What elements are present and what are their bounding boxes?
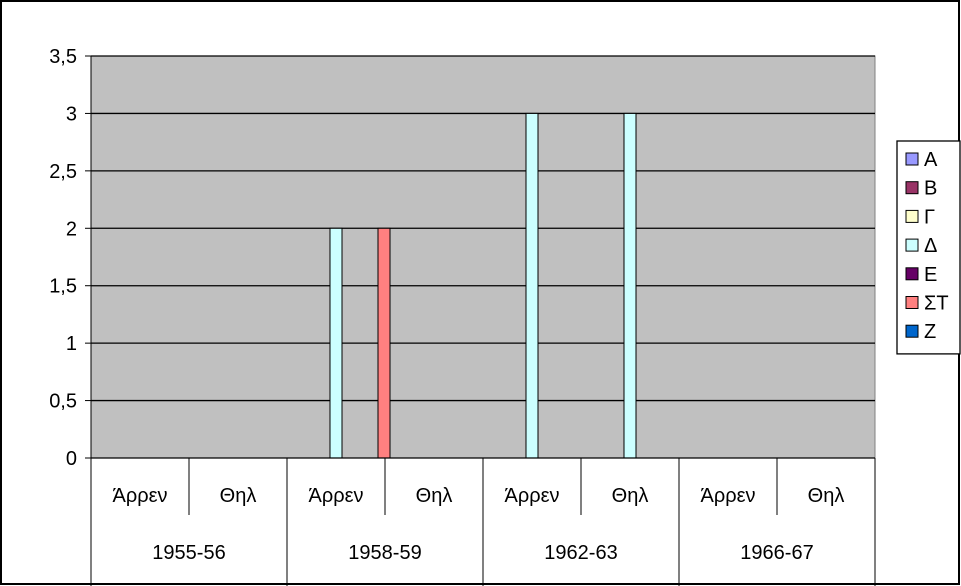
legend-swatch-Α	[905, 152, 919, 166]
legend-swatch-ΣΤ	[905, 296, 919, 309]
bar-Δ-1958-59 Άρρεν	[329, 227, 343, 459]
x-tick-label: Άρρεν	[308, 485, 363, 507]
x-group-label: 1958-59	[348, 542, 421, 564]
y-tick-label: 0	[66, 448, 77, 470]
x-group-label: 1966-67	[740, 542, 813, 564]
y-tick-label: 0,5	[49, 391, 77, 413]
bar-ΣΤ-1958-59 Άρρεν	[377, 227, 391, 459]
y-tick-label: 2	[66, 218, 77, 240]
x-tick-label: Θηλ	[808, 485, 845, 507]
y-tick-label: 1	[66, 333, 77, 355]
legend-label: Β	[924, 178, 937, 200]
legend-label: ΣΤ	[924, 293, 949, 315]
x-axis: Άρρεν Θηλ Άρρεν Θηλ Άρρεν Θηλ Άρρεν Θηλ 1955-56 1…	[90, 457, 876, 586]
x-tick-label: Άρρεν	[700, 485, 755, 507]
x-tick-label: Θηλ	[612, 485, 649, 507]
bars	[329, 112, 637, 459]
bar-Δ-1962-63 Θηλ	[623, 112, 637, 459]
x-tick-label: Θηλ	[416, 485, 453, 507]
legend-label: Γ	[924, 206, 935, 228]
legend-swatch-Β	[905, 181, 919, 195]
x-group-label: 1962-63	[544, 542, 617, 564]
gridlines	[91, 55, 875, 402]
x-tick-label: Άρρεν	[112, 485, 167, 507]
bar-Δ-1962-63 Άρρεν	[525, 112, 539, 459]
y-tick-label: 3	[66, 103, 77, 125]
legend-swatch-Δ	[905, 238, 919, 252]
legend-swatch-Γ	[905, 209, 919, 223]
y-tick-label: 2,5	[49, 161, 77, 183]
y-tick-label: 3,5	[49, 46, 77, 68]
x-group-label: 1955-56	[152, 542, 225, 564]
legend-swatch-Ε	[905, 267, 919, 281]
x-tick-label: Θηλ	[220, 485, 257, 507]
legend-swatch-Ζ	[905, 324, 919, 338]
legend-label: Δ	[924, 235, 937, 257]
x-tick-label: Άρρεν	[504, 485, 559, 507]
y-axis: 0 0,5 1 1,5 2 2,5 3 3,5	[49, 46, 92, 470]
legend-label: Ζ	[924, 321, 936, 343]
legend-label: Α	[924, 149, 938, 171]
legend-label: Ε	[924, 264, 937, 286]
plot-area	[90, 55, 876, 459]
y-tick-label: 1,5	[49, 276, 77, 298]
